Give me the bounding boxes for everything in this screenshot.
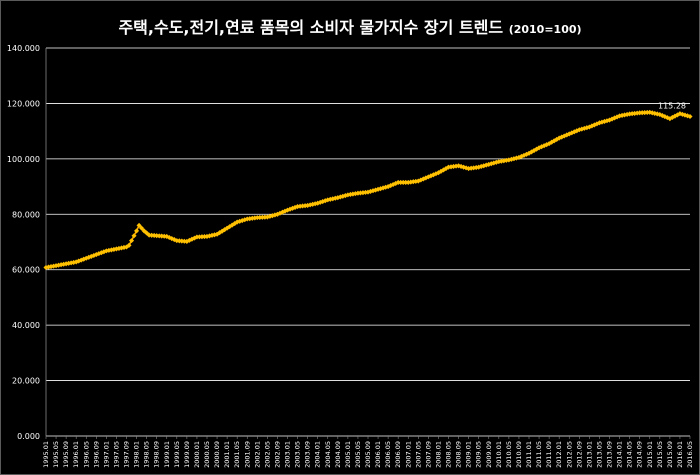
x-tick-label: 2000.09 xyxy=(213,441,221,468)
x-axis: 1995.01 1995.05 1995.09 1996.01 1996.05 1996.… xyxy=(42,436,694,468)
y-tick-label: 60.000 xyxy=(12,266,40,275)
x-tick-label: 2002.05 xyxy=(263,441,271,468)
y-tick-label: 100.000 xyxy=(7,155,40,164)
y-tick-label: 80.000 xyxy=(12,210,40,219)
x-tick-label: 2008.09 xyxy=(455,441,463,468)
data-labels: 115.28 xyxy=(658,102,686,111)
gridlines xyxy=(45,47,690,437)
x-tick-label: 1997.05 xyxy=(112,441,120,468)
chart-subtitle: (2010=100) xyxy=(508,23,582,36)
x-tick-label: 2011.05 xyxy=(535,441,543,468)
x-tick-label: 1995.01 xyxy=(42,441,50,468)
x-tick-label: 2014.01 xyxy=(616,441,624,468)
x-tick-label: 2013.09 xyxy=(606,441,614,468)
x-tick-label: 2010.09 xyxy=(515,441,523,468)
x-tick-label: 2001.05 xyxy=(233,441,241,468)
x-tick-label: 1996.05 xyxy=(82,441,90,468)
x-tick-label: 2003.05 xyxy=(294,441,302,468)
data-point xyxy=(128,238,135,244)
x-tick-label: 2010.05 xyxy=(505,441,513,468)
x-tick-label: 2016.05 xyxy=(686,441,694,468)
x-tick-label: 2011.09 xyxy=(545,441,553,468)
data-point xyxy=(131,233,137,239)
data-point xyxy=(139,225,145,231)
last-value-label: 115.28 xyxy=(658,102,686,111)
x-tick-label: 2007.09 xyxy=(424,441,432,468)
x-tick-label: 2014.09 xyxy=(636,441,644,468)
x-tick-label: 2015.01 xyxy=(646,441,654,468)
x-tick-label: 2005.09 xyxy=(364,441,372,468)
x-tick-label: 2008.05 xyxy=(445,441,453,468)
x-tick-label: 2012.05 xyxy=(565,441,573,468)
x-tick-label: 2008.01 xyxy=(434,441,442,468)
x-tick-label: 2007.05 xyxy=(414,441,422,468)
x-tick-label: 1999.09 xyxy=(183,441,191,468)
x-tick-label: 2004.09 xyxy=(334,441,342,468)
x-tick-label: 1996.01 xyxy=(72,441,80,468)
x-tick-label: 2012.09 xyxy=(575,441,583,468)
x-tick-label: 2015.09 xyxy=(666,441,674,468)
x-tick-label: 1998.01 xyxy=(133,441,141,468)
x-tick-label: 2005.05 xyxy=(354,441,362,468)
x-tick-label: 2013.05 xyxy=(595,441,603,468)
x-tick-label: 1996.09 xyxy=(92,441,100,468)
x-tick-label: 2002.09 xyxy=(273,441,281,468)
x-tick-label: 2016.01 xyxy=(676,441,684,468)
cpi-series xyxy=(43,109,693,271)
y-tick-label: 20.000 xyxy=(12,377,40,386)
chart-title: 주택,수도,전기,연료 품목의 소비자 물가지수 장기 트렌드 xyxy=(118,18,504,37)
x-tick-label: 1999.05 xyxy=(173,441,181,468)
chart-title-block: 주택,수도,전기,연료 품목의 소비자 물가지수 장기 트렌드 (2010=10… xyxy=(0,14,700,38)
x-tick-label: 2001.01 xyxy=(223,441,231,468)
x-tick-label: 2013.01 xyxy=(585,441,593,468)
x-tick-label: 2014.05 xyxy=(626,441,634,468)
x-tick-label: 2010.01 xyxy=(495,441,503,468)
x-tick-label: 1997.09 xyxy=(123,441,131,468)
x-tick-label: 2005.01 xyxy=(344,441,352,468)
x-tick-label: 2012.01 xyxy=(555,441,563,468)
x-tick-label: 2004.01 xyxy=(314,441,322,468)
y-tick-label: 120.000 xyxy=(7,99,40,108)
x-tick-label: 2009.01 xyxy=(465,441,473,468)
y-tick-label: 40.000 xyxy=(12,321,40,330)
x-tick-label: 2001.09 xyxy=(243,441,251,468)
y-tick-label: 140.000 xyxy=(7,44,40,53)
x-tick-label: 2000.01 xyxy=(193,441,201,468)
y-axis: 0.000 20.000 40.000 60.000 80.000 100.000 120.… xyxy=(7,44,40,441)
x-tick-label: 2003.09 xyxy=(304,441,312,468)
x-tick-label: 1995.09 xyxy=(62,441,70,468)
data-point xyxy=(136,222,142,228)
x-tick-label: 2004.05 xyxy=(324,441,332,468)
x-tick-label: 2000.05 xyxy=(203,441,211,468)
x-tick-label: 2009.09 xyxy=(485,441,493,468)
x-tick-label: 2002.01 xyxy=(253,441,261,468)
x-tick-label: 2003.01 xyxy=(284,441,292,468)
x-tick-label: 1998.09 xyxy=(153,441,161,468)
x-tick-label: 2009.05 xyxy=(475,441,483,468)
x-tick-label: 2011.01 xyxy=(525,441,533,468)
x-tick-label: 1995.05 xyxy=(52,441,60,468)
x-tick-label: 1997.01 xyxy=(102,441,110,468)
x-tick-label: 1999.01 xyxy=(163,441,171,468)
x-tick-label: 2006.05 xyxy=(384,441,392,468)
x-tick-label: 1998.05 xyxy=(143,441,151,468)
y-tick-label: 0.000 xyxy=(17,432,40,441)
x-tick-label: 2006.09 xyxy=(394,441,402,468)
data-point xyxy=(126,242,132,248)
data-point xyxy=(134,228,140,234)
x-tick-label: 2015.05 xyxy=(656,441,664,468)
x-tick-label: 2006.01 xyxy=(374,441,382,468)
x-tick-label: 2007.01 xyxy=(404,441,412,468)
